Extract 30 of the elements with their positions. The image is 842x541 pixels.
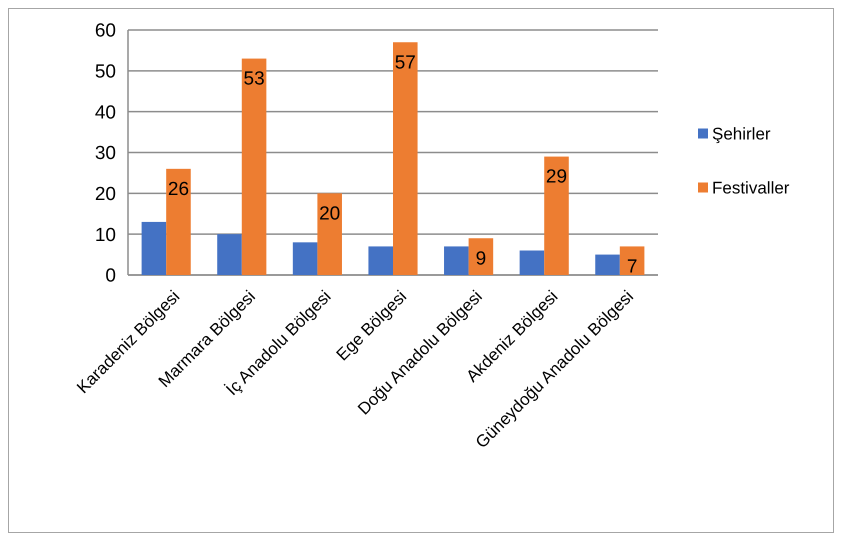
bar (242, 58, 266, 275)
bar (217, 234, 242, 275)
bar (317, 193, 342, 275)
y-tick-label: 60 (94, 20, 116, 42)
legend-label: Festivaller (712, 178, 790, 198)
y-tick-label: 20 (94, 184, 116, 205)
data-label: 29 (546, 166, 568, 188)
bar (368, 246, 393, 275)
data-label: 7 (626, 256, 638, 278)
bar (620, 246, 644, 275)
y-tick-label: 30 (94, 143, 116, 164)
data-label: 26 (168, 178, 190, 200)
data-label: 20 (319, 203, 340, 224)
bar (595, 254, 620, 275)
bar (520, 250, 544, 275)
bar (292, 242, 318, 275)
bar (544, 156, 569, 275)
y-tick-label: 0 (105, 266, 116, 287)
bar (142, 222, 166, 275)
data-label: 57 (394, 52, 416, 74)
bar (166, 168, 191, 275)
y-tick-label: 50 (94, 61, 116, 82)
legend-label: Şehirler (712, 124, 771, 144)
bar (468, 238, 494, 275)
data-label: 9 (476, 248, 486, 270)
bar (444, 246, 469, 275)
y-tick-label: 40 (94, 102, 116, 124)
y-tick-label: 10 (94, 224, 116, 246)
bar (393, 42, 418, 275)
data-label: 53 (244, 68, 265, 90)
